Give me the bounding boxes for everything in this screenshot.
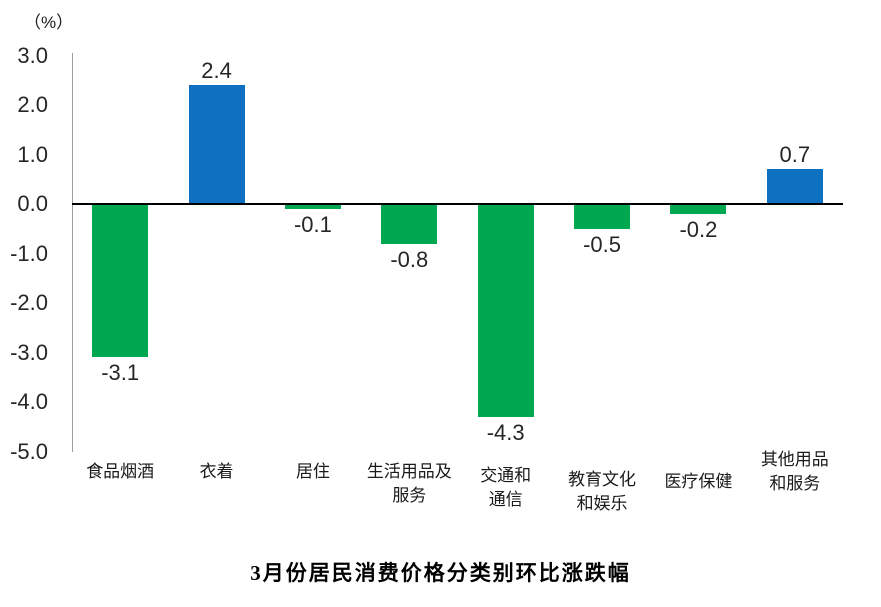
bar-value-label: 2.4 — [201, 58, 232, 84]
y-tick-label: 0.0 — [17, 191, 48, 216]
bar-value-label: 0.7 — [779, 142, 811, 168]
bar — [381, 204, 438, 244]
bar — [766, 169, 823, 204]
y-tick-label: 3.0 — [17, 42, 48, 68]
x-category-label: 其他用品 和服务 — [760, 450, 829, 493]
y-tick-label: 1.0 — [17, 141, 48, 167]
y-tick-label: -4.0 — [10, 389, 48, 414]
bar — [670, 204, 727, 214]
bar-value-label: -0.8 — [390, 246, 429, 272]
x-category-label: 生活用品及 服务 — [366, 462, 452, 505]
x-category-label: 教育文化 和娱乐 — [568, 470, 637, 513]
bar — [92, 204, 149, 358]
bar-value-label: -0.2 — [679, 216, 718, 242]
bar — [188, 85, 245, 204]
y-tick-label: 2.0 — [17, 92, 48, 117]
y-axis-line — [72, 53, 73, 452]
bar — [477, 204, 534, 417]
bar — [574, 204, 631, 229]
x-category-label: 交通和 通信 — [480, 466, 532, 509]
bar-value-label: -3.1 — [101, 360, 140, 386]
x-axis-zero-line — [72, 203, 843, 205]
bar — [284, 204, 341, 209]
x-category-label: 食品烟酒 — [86, 462, 155, 481]
bar-value-label: -4.3 — [486, 419, 525, 445]
y-tick-label: -5.0 — [10, 438, 48, 464]
y-tick-label: -1.0 — [10, 240, 48, 266]
x-category-label: 医疗保健 — [664, 472, 733, 491]
chart-title: 3月份居民消费价格分类别环比涨跌幅 — [250, 561, 631, 585]
y-tick-label: -3.0 — [10, 339, 48, 365]
bar-value-label: -0.5 — [583, 231, 622, 257]
y-axis-unit-label: （%） — [24, 13, 74, 32]
x-category-label: 衣着 — [199, 462, 234, 481]
bar-value-label: -0.1 — [293, 211, 332, 237]
y-tick-label: -2.0 — [10, 290, 48, 315]
x-category-label: 居住 — [295, 462, 330, 481]
